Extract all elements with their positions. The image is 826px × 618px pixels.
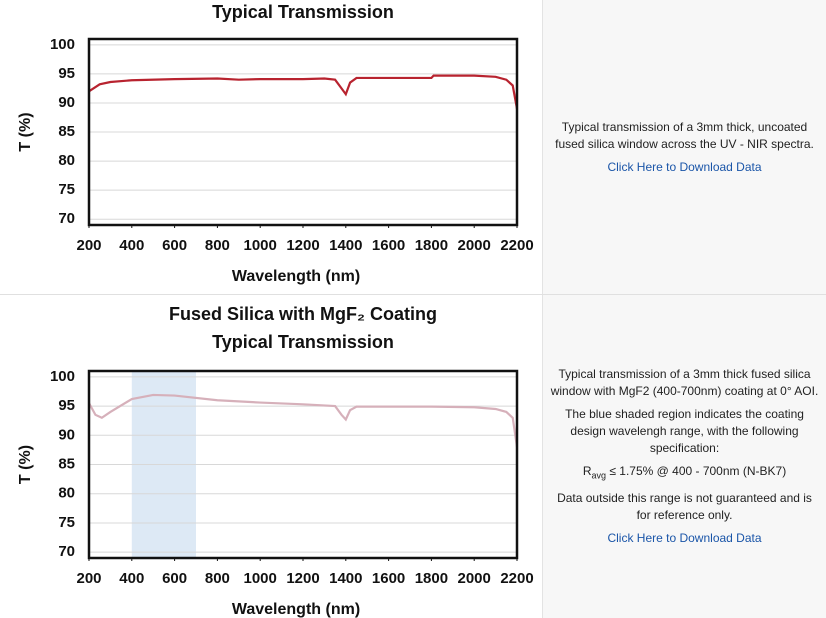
x-tick-label: 600 [162, 570, 187, 587]
panel: Typical transmission of a 3mm thick, unc… [542, 0, 826, 294]
x-tick-label: 2200 [500, 237, 533, 254]
y-tick-label: 75 [58, 514, 75, 531]
x-tick-label: 1600 [372, 237, 405, 254]
x-tick-label: 400 [119, 570, 144, 587]
x-tick-label: 1400 [329, 570, 362, 587]
y-tick-label: 100 [50, 36, 75, 53]
spec-subscript: avg [591, 470, 606, 481]
download-link[interactable]: Click Here to Download Data [607, 159, 762, 174]
charts: Typical Transmission 70 75 80 85 90 95 100 200 40… [17, 2, 533, 618]
x-tick-label: 1000 [244, 570, 277, 587]
data-line [88, 74, 519, 109]
y-axis-label: T (%) [17, 112, 34, 151]
x-tick-label: 600 [162, 237, 187, 254]
y-tick-label: 95 [58, 397, 75, 414]
download-link[interactable]: Click Here to Download Data [607, 531, 762, 546]
divider [0, 294, 826, 295]
x-tick-label: 200 [76, 237, 101, 254]
y-tick-label: 70 [58, 543, 75, 560]
x-tick-label: 1800 [415, 570, 448, 587]
spec-text: ≤ 1.75% @ 400 - 700nm (N-BK7) [609, 463, 787, 478]
x-tick-label: 2000 [458, 237, 491, 254]
panel: Typical transmission of a 3mm thick fuse… [542, 295, 826, 618]
description: Typical transmission of a 3mm thick, unc… [555, 119, 814, 151]
data-line [88, 393, 519, 448]
x-tick-label: 1800 [415, 237, 448, 254]
y-tick-label: 90 [58, 94, 75, 111]
plot-frame [87, 37, 519, 227]
chart-title: Typical Transmission [212, 2, 394, 22]
y-tick-label: 90 [58, 426, 75, 443]
spec: Ravg ≤ 1.75% @ 400 - 700nm (N-BK7) [549, 463, 820, 484]
description: Typical transmission of a 3mm thick fuse… [550, 366, 819, 398]
y-tick-label: 85 [58, 123, 75, 140]
spec-symbol: R [582, 463, 592, 478]
y-tick-label: 85 [58, 455, 75, 472]
x-tick-label: 1200 [286, 570, 319, 587]
x-tick-label: 2000 [458, 570, 491, 587]
x-tick-label: 400 [119, 237, 144, 254]
note: Data outside this range is not guarantee… [557, 491, 812, 523]
x-tick-label: 2200 [500, 570, 533, 587]
x-tick-label: 1000 [244, 237, 277, 254]
plot-frame [87, 369, 519, 560]
y-tick-label: 70 [58, 210, 75, 227]
y-tick-label: 80 [58, 485, 75, 502]
x-tick-label: 200 [76, 570, 101, 587]
y-tick-label: 75 [58, 181, 75, 198]
y-axis-label: T (%) [17, 445, 34, 484]
x-tick-label: 800 [205, 237, 230, 254]
x-tick-label: 1200 [286, 237, 319, 254]
x-axis-label: Wavelength (nm) [232, 268, 360, 285]
chart-title: Fused Silica with MgF₂ Coating [169, 304, 437, 324]
chart-subtitle: Typical Transmission [212, 332, 394, 352]
x-axis-label: Wavelength (nm) [232, 601, 360, 618]
description: The blue shaded region indicates the coa… [565, 406, 804, 455]
x-tick-label: 1400 [329, 237, 362, 254]
y-tick-label: 95 [58, 65, 75, 82]
x-tick-label: 1600 [372, 570, 405, 587]
x-tick-label: 800 [205, 570, 230, 587]
y-tick-label: 80 [58, 152, 75, 169]
y-tick-label: 100 [50, 368, 75, 385]
